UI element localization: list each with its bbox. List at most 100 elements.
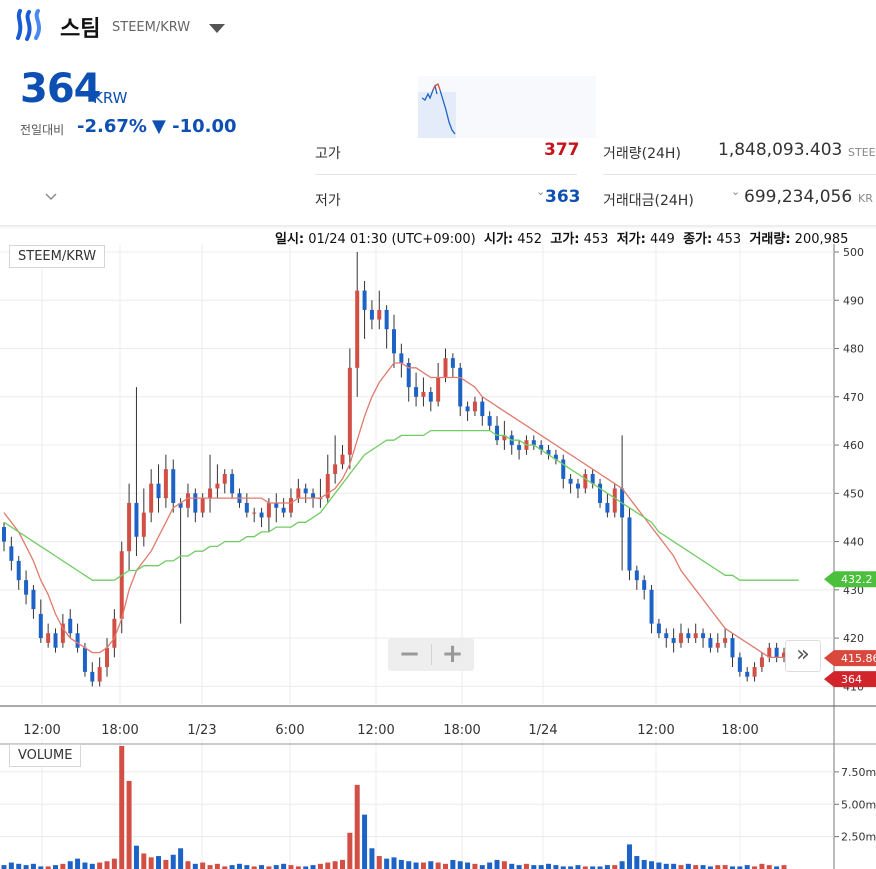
volume-bar bbox=[8, 862, 14, 869]
candle-body bbox=[46, 633, 51, 643]
candle-body bbox=[208, 488, 213, 499]
candle-body bbox=[693, 633, 698, 639]
candle-body bbox=[634, 570, 639, 581]
volume-bar bbox=[509, 863, 515, 869]
candle-body bbox=[480, 401, 485, 417]
volume-bar bbox=[501, 861, 507, 869]
volume-bar bbox=[133, 845, 139, 869]
volume-bar bbox=[406, 861, 412, 869]
volume-tick-label: 7.50m bbox=[841, 766, 876, 779]
scroll-right-button[interactable]: » bbox=[785, 640, 821, 672]
volume-bar bbox=[472, 863, 478, 869]
volume-value: 1,848,093.403 bbox=[718, 140, 843, 160]
volume-bar bbox=[553, 865, 559, 869]
volume-bar bbox=[126, 780, 132, 869]
candle-body bbox=[90, 671, 95, 682]
candle-body bbox=[230, 474, 235, 494]
candle-body bbox=[333, 464, 338, 474]
volume-bar bbox=[649, 861, 655, 869]
volume-bar bbox=[435, 862, 441, 869]
chevron-down-icon[interactable] bbox=[45, 190, 57, 204]
x-tick-label: 12:00 bbox=[23, 723, 60, 738]
volume-bar bbox=[259, 865, 265, 869]
candle-body bbox=[141, 512, 146, 537]
candle-body bbox=[340, 454, 345, 465]
chevron-down-icon[interactable]: ⌄ bbox=[731, 185, 741, 198]
pair-label[interactable]: STEEM/KRW bbox=[112, 20, 191, 35]
candle-body bbox=[171, 469, 176, 503]
volume-bar bbox=[626, 844, 632, 869]
volume-bar bbox=[111, 858, 117, 869]
volume-bar bbox=[141, 853, 147, 869]
candle-body bbox=[53, 633, 58, 648]
volume-bar bbox=[641, 859, 647, 869]
volume-bar bbox=[428, 861, 434, 869]
sparkline bbox=[418, 76, 596, 138]
change-amount: ▼ -10.00 bbox=[152, 116, 237, 137]
candle-body bbox=[38, 613, 43, 639]
candle-body bbox=[281, 507, 286, 513]
candle-body bbox=[678, 633, 683, 643]
candle-body bbox=[60, 623, 65, 643]
volume-bar bbox=[281, 863, 287, 869]
ma-long-line bbox=[3, 429, 799, 581]
volume-bar bbox=[707, 866, 713, 869]
candle-body bbox=[406, 363, 411, 388]
x-tick-label: 1/24 bbox=[528, 723, 557, 738]
volume-legend: VOLUME bbox=[9, 744, 82, 767]
candle-body bbox=[774, 647, 779, 658]
divider bbox=[315, 174, 577, 175]
volume-bar bbox=[722, 865, 728, 869]
volume-bar bbox=[590, 866, 596, 869]
ohlc-info: 일시: 01/24 01:30 (UTC+09:00) 시가: 452 고가: … bbox=[275, 232, 849, 247]
candle-body bbox=[105, 647, 110, 668]
volume-bar bbox=[678, 865, 684, 869]
candle-body bbox=[75, 633, 80, 648]
candle-body bbox=[517, 445, 522, 450]
volume-bar bbox=[737, 866, 743, 869]
volume-bar bbox=[729, 866, 735, 869]
candle-body bbox=[701, 633, 706, 639]
volume-bar bbox=[60, 863, 66, 869]
y-tick-label: 440 bbox=[843, 536, 864, 549]
volume-bar bbox=[465, 862, 471, 869]
steem-logo-icon bbox=[16, 9, 41, 41]
zoom-out-button[interactable]: − bbox=[398, 639, 421, 669]
volume-bar bbox=[185, 861, 191, 869]
x-tick-label: 1/23 bbox=[187, 723, 216, 738]
candle-body bbox=[767, 647, 772, 658]
candle-body bbox=[16, 560, 21, 581]
candle-body bbox=[311, 493, 316, 499]
candle-body bbox=[377, 309, 382, 320]
volume-bar bbox=[339, 859, 345, 869]
volume-bar bbox=[582, 866, 588, 869]
volume-bar bbox=[612, 865, 618, 869]
candle-body bbox=[539, 445, 544, 450]
candle-body bbox=[163, 469, 168, 499]
candle-body bbox=[259, 512, 264, 518]
volume-bar bbox=[156, 856, 162, 869]
volume-bar bbox=[398, 859, 404, 869]
volume-bar bbox=[546, 863, 552, 869]
volume-bar bbox=[229, 865, 235, 869]
volume-tick-label: 5.00m bbox=[841, 798, 876, 811]
volume-bar bbox=[384, 858, 390, 869]
zoom-in-button[interactable]: + bbox=[441, 639, 464, 669]
y-tick-label: 460 bbox=[843, 439, 864, 452]
y-tick-label: 470 bbox=[843, 391, 864, 404]
candle-body bbox=[590, 474, 595, 484]
volume-tick-label: 2.50m bbox=[841, 831, 876, 844]
chevron-down-icon[interactable]: ⌄ bbox=[536, 185, 546, 198]
price-chart[interactable]: 50049048047046045044043042041012:0018:00… bbox=[0, 244, 876, 869]
volume-bar bbox=[97, 862, 103, 869]
price-tag-label: 415.86 bbox=[841, 652, 876, 665]
divider bbox=[431, 644, 432, 665]
candle-body bbox=[649, 589, 654, 624]
candle-body bbox=[244, 502, 249, 513]
volume-bar bbox=[560, 866, 566, 869]
volume-bar bbox=[75, 858, 81, 869]
caret-down-icon[interactable] bbox=[209, 24, 225, 33]
volume-bar bbox=[781, 865, 787, 869]
candle-body bbox=[759, 657, 764, 668]
candle-body bbox=[215, 483, 220, 489]
